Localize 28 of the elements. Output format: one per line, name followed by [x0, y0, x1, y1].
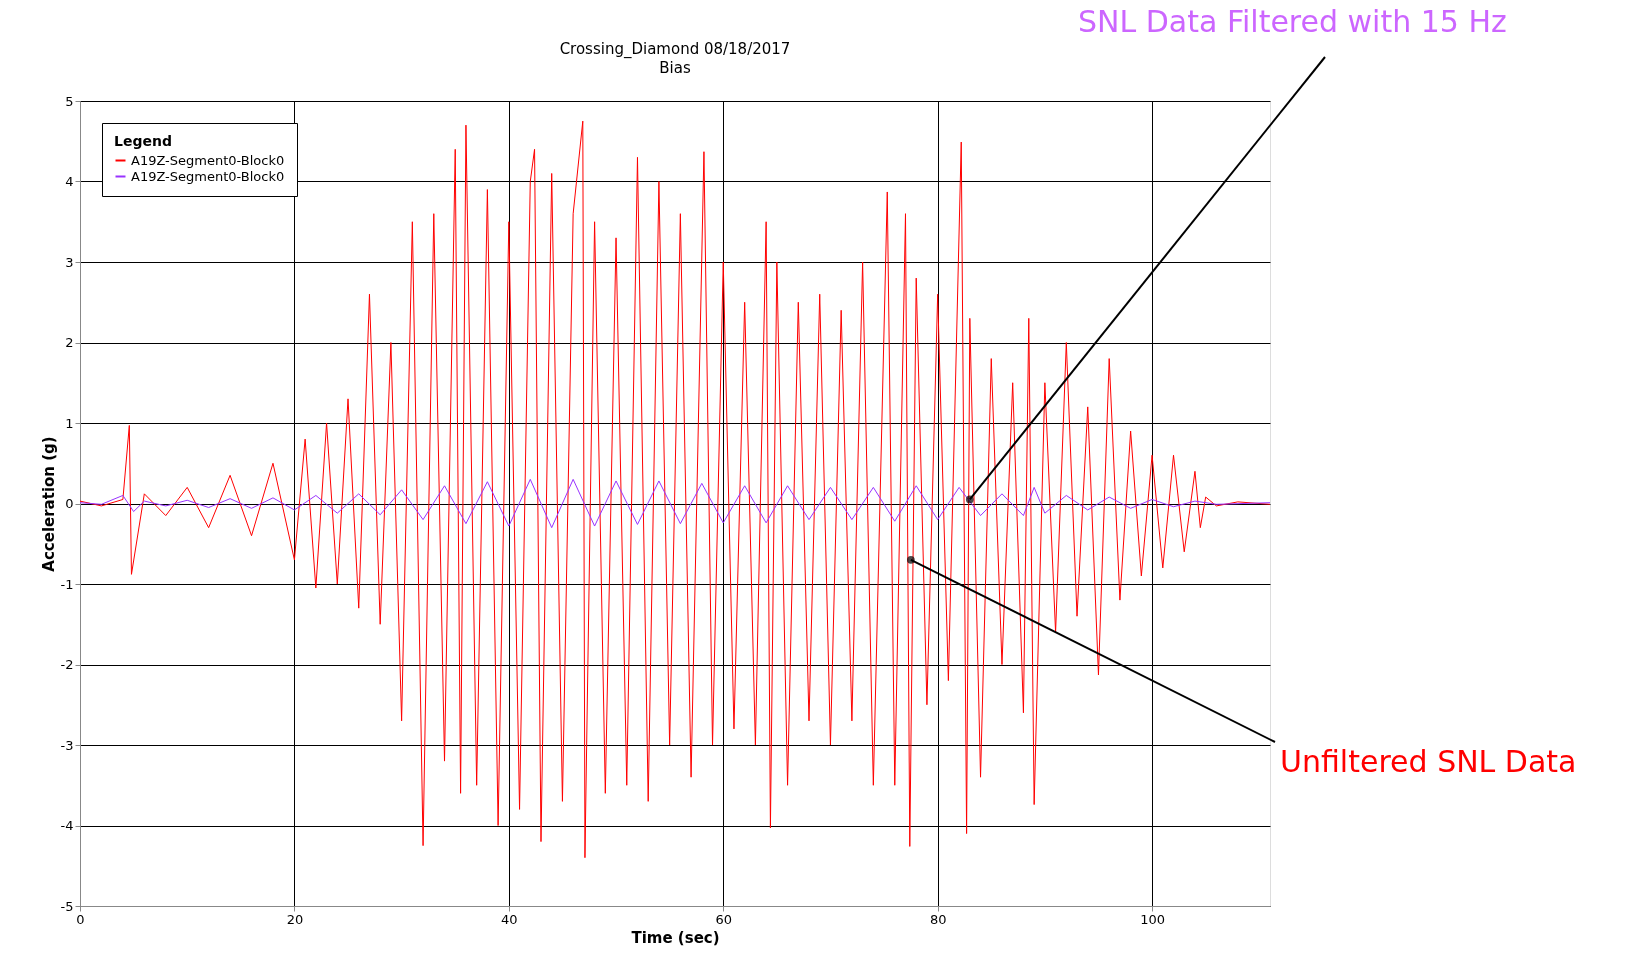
y-tick-label: 0 [65, 496, 74, 511]
y-tick-label: -2 [60, 657, 74, 672]
x-tick-label: 40 [501, 911, 518, 927]
chart-subtitle: Bias [659, 59, 691, 77]
x-tick-label: 60 [715, 911, 733, 927]
y-tick-label: -4 [60, 818, 74, 833]
chart-title: Crossing_Diamond 08/18/2017 [559, 40, 791, 59]
x-tick-label: 80 [929, 911, 947, 927]
line-series [79, 120, 1271, 859]
legend-title: Legend [114, 133, 172, 149]
y-tick-label: -3 [60, 737, 74, 753]
x-tick-label: 0 [76, 911, 85, 927]
x-axis-title: Time (sec) [631, 928, 720, 947]
legend-label: A19Z-Segment0-Block0 [131, 168, 285, 184]
annotation: SNL Data Filtered with 15 Hz [1078, 4, 1507, 39]
y-tick-label: -1 [60, 576, 74, 592]
x-tick-label: 20 [286, 911, 304, 927]
y-tick-label: -5 [60, 898, 74, 914]
y-tick-label: 1 [65, 415, 74, 431]
legend-label: A19Z-Segment0-Block0 [131, 152, 285, 168]
y-axis-title: Acceleration (g) [39, 436, 58, 572]
annotation: Unfiltered SNL Data [1280, 744, 1577, 779]
y-tick-label: 3 [65, 254, 74, 270]
line-series [79, 478, 1271, 529]
y-tick-label: 5 [65, 93, 74, 109]
y-tick-label: 4 [65, 174, 74, 189]
y-tick-label: 2 [65, 335, 74, 350]
x-tick-label: 100 [1140, 911, 1165, 927]
